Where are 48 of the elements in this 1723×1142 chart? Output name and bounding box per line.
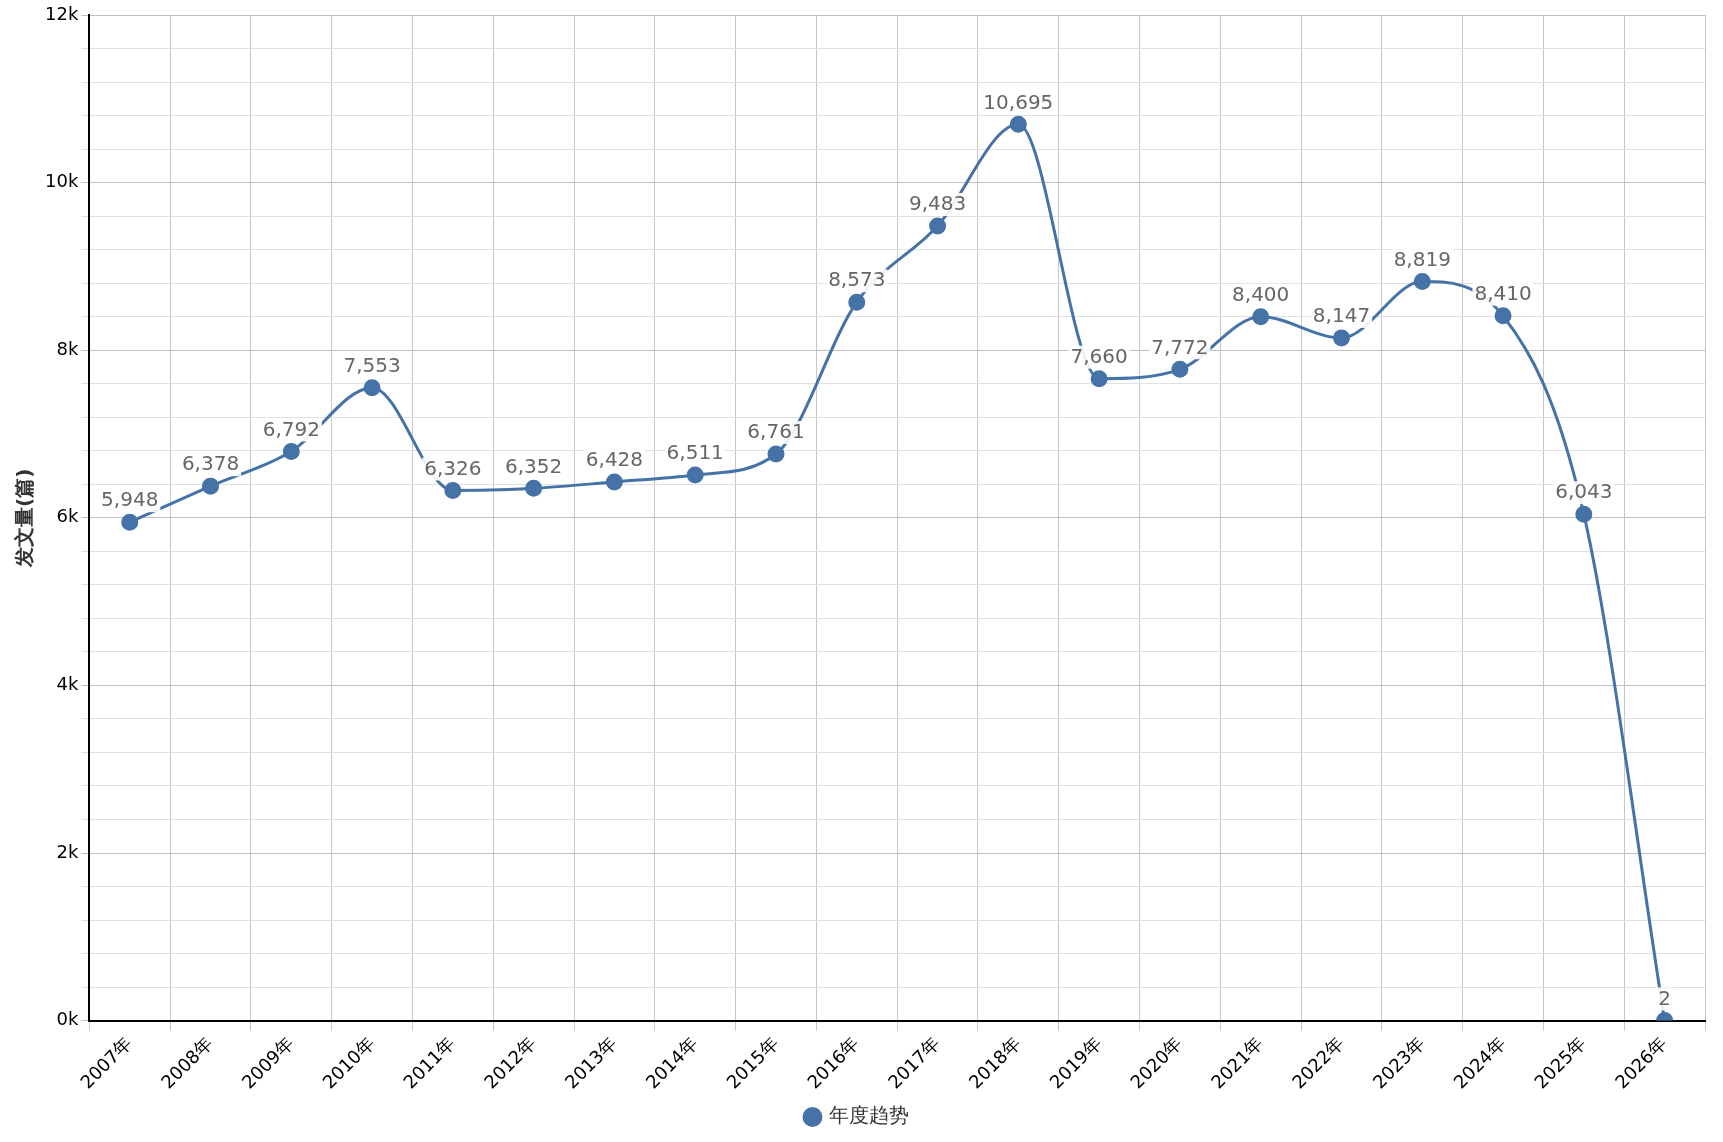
data-label: 6,511 xyxy=(666,440,724,465)
data-label: 6,043 xyxy=(1555,479,1613,504)
point xyxy=(121,513,139,531)
data-label: 8,573 xyxy=(828,267,886,292)
data-label: 8,410 xyxy=(1474,281,1532,306)
point xyxy=(363,379,381,397)
y-tick-label: 10k xyxy=(45,170,79,192)
point xyxy=(1009,115,1027,133)
point xyxy=(1090,370,1108,388)
point xyxy=(1252,308,1270,326)
y-tick-label: 6k xyxy=(56,505,79,527)
data-label: 5,948 xyxy=(101,487,159,512)
point xyxy=(1575,505,1593,523)
point xyxy=(1494,307,1512,325)
data-label: 9,483 xyxy=(908,191,967,216)
data-label: 7,660 xyxy=(1070,343,1128,368)
data-label: 8,400 xyxy=(1232,281,1290,306)
y-tick-label: 2k xyxy=(56,840,79,862)
data-label: 6,352 xyxy=(505,453,563,478)
y-axis-title: 发文量(篇) xyxy=(12,468,37,568)
point xyxy=(525,479,543,497)
point xyxy=(444,481,462,499)
data-label: 6,428 xyxy=(585,447,644,472)
data-label: 6,792 xyxy=(262,416,320,441)
y-tick-label: 0k xyxy=(56,1008,79,1030)
y-tick-label: 12k xyxy=(45,2,79,24)
point xyxy=(767,445,785,463)
point xyxy=(848,293,866,311)
point xyxy=(1171,360,1189,378)
point xyxy=(1332,329,1350,347)
point xyxy=(929,217,947,235)
data-label: 6,326 xyxy=(424,455,482,480)
y-tick-label: 8k xyxy=(56,337,79,359)
y-tick-label: 4k xyxy=(56,673,79,695)
point xyxy=(686,466,704,484)
data-label: 2 xyxy=(1658,985,1671,1010)
point xyxy=(605,473,623,491)
data-label: 6,378 xyxy=(181,451,240,476)
data-label: 8,147 xyxy=(1312,303,1371,328)
data-label: 7,772 xyxy=(1151,334,1209,359)
data-label: 6,761 xyxy=(747,419,805,444)
point xyxy=(282,442,300,460)
legend-label: 年度趋势 xyxy=(828,1103,909,1128)
data-label: 8,819 xyxy=(1393,246,1451,271)
point xyxy=(1413,273,1431,291)
point xyxy=(202,477,219,495)
data-label: 7,553 xyxy=(343,352,401,377)
data-label: 10,695 xyxy=(983,89,1054,114)
